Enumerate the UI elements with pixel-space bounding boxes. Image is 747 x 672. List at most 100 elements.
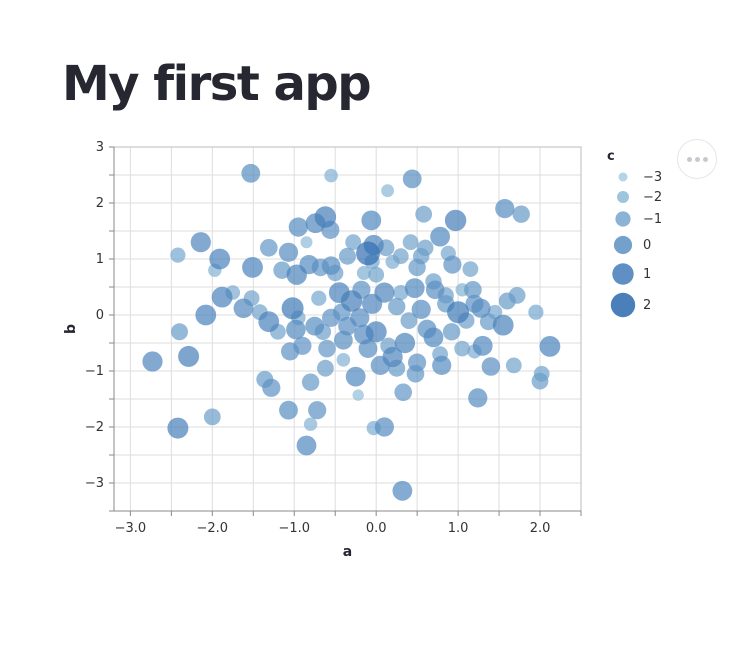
scatter-point[interactable] (142, 351, 163, 372)
scatter-point[interactable] (402, 169, 422, 189)
scatter-point[interactable] (381, 184, 394, 198)
scatter-point[interactable] (400, 312, 418, 329)
scatter-point[interactable] (388, 297, 406, 316)
scatter-point[interactable] (402, 234, 419, 251)
scatter-point[interactable] (423, 327, 444, 348)
scatter-point[interactable] (211, 286, 233, 308)
scatter-point[interactable] (374, 417, 394, 437)
scatter-point[interactable] (322, 308, 341, 327)
scatter-point[interactable] (539, 336, 561, 357)
scatter-point[interactable] (415, 205, 433, 223)
x-tick-label: 0.0 (366, 521, 387, 536)
scatter-point[interactable] (432, 355, 452, 375)
scatter-point[interactable] (408, 353, 427, 372)
scatter-point[interactable] (368, 266, 385, 283)
scatter-point[interactable] (505, 357, 522, 374)
scatter-point[interactable] (273, 261, 291, 279)
scatter-point[interactable] (528, 304, 544, 320)
scatter-point[interactable] (336, 353, 351, 367)
scatter-point[interactable] (293, 336, 312, 355)
chart-menu-button[interactable] (677, 139, 717, 179)
scatter-point[interactable] (262, 378, 281, 397)
scatter-point[interactable] (279, 400, 298, 420)
scatter-point[interactable] (321, 256, 341, 276)
scatter-point[interactable] (203, 408, 221, 426)
scatter-point[interactable] (278, 242, 299, 262)
scatter-point[interactable] (462, 261, 479, 277)
scatter-point[interactable] (167, 417, 189, 439)
scatter-point[interactable] (444, 209, 467, 232)
scatter-point[interactable] (492, 314, 514, 336)
scatter-point[interactable] (314, 206, 337, 228)
x-tick-label: −1.0 (278, 521, 310, 536)
y-tick-label: −2 (85, 420, 104, 435)
scatter-point[interactable] (393, 285, 409, 301)
scatter-point[interactable] (394, 332, 416, 354)
scatter-point[interactable] (430, 226, 450, 247)
scatter-point[interactable] (286, 264, 307, 285)
scatter-point[interactable] (281, 297, 304, 320)
scatter-point[interactable] (512, 205, 530, 223)
scatter-point[interactable] (171, 323, 188, 341)
data-points[interactable] (142, 163, 561, 501)
scatter-point[interactable] (260, 239, 278, 257)
scatter-point[interactable] (443, 255, 462, 274)
scatter-point[interactable] (442, 323, 461, 341)
scatter-point[interactable] (531, 372, 549, 390)
scatter-point[interactable] (288, 217, 308, 237)
scatter-point[interactable] (356, 266, 371, 280)
scatter-point[interactable] (317, 359, 334, 377)
scatter-point[interactable] (392, 248, 409, 265)
scatter-point[interactable] (242, 257, 263, 278)
scatter-point[interactable] (481, 357, 501, 376)
scatter-point[interactable] (472, 335, 493, 356)
scatter-point[interactable] (324, 168, 338, 183)
scatter-point[interactable] (464, 281, 482, 299)
scatter-point[interactable] (404, 278, 425, 298)
scatter-point[interactable] (447, 301, 470, 324)
scatter-point[interactable] (296, 435, 317, 456)
scatter-point[interactable] (394, 383, 413, 402)
x-tick-label: −3.0 (115, 521, 147, 536)
scatter-point[interactable] (495, 199, 515, 219)
scatter-point[interactable] (318, 339, 336, 358)
scatter-point[interactable] (365, 321, 387, 343)
scatter-point[interactable] (350, 308, 370, 328)
scatter-point[interactable] (195, 304, 217, 326)
scatter-point[interactable] (340, 290, 363, 312)
scatter-point[interactable] (345, 234, 362, 251)
scatter-point[interactable] (345, 366, 366, 387)
scatter-point[interactable] (241, 163, 261, 183)
scatter-point[interactable] (382, 346, 403, 368)
scatter-point[interactable] (356, 241, 380, 266)
scatter-point[interactable] (178, 345, 200, 367)
scatter-point[interactable] (471, 298, 491, 318)
scatter-point[interactable] (408, 258, 426, 277)
scatter-point[interactable] (233, 298, 254, 319)
scatter-point[interactable] (258, 311, 280, 333)
scatter-point[interactable] (352, 389, 364, 401)
scatter-point[interactable] (300, 236, 313, 249)
scatter-point[interactable] (339, 247, 356, 265)
scatter-point[interactable] (411, 299, 431, 319)
scatter-point[interactable] (303, 417, 318, 431)
scatter-point[interactable] (498, 292, 516, 310)
scatter-point[interactable] (308, 401, 327, 420)
scatter-point[interactable] (209, 248, 231, 270)
legend-label: 2 (643, 298, 651, 313)
scatter-point[interactable] (305, 316, 325, 336)
scatter-point[interactable] (479, 313, 497, 331)
scatter-point[interactable] (311, 290, 327, 306)
scatter-point[interactable] (190, 232, 211, 253)
scatter-point[interactable] (468, 388, 488, 408)
scatter-point[interactable] (170, 247, 186, 263)
scatter-point[interactable] (454, 340, 471, 357)
scatter-point[interactable] (301, 373, 320, 391)
scatter-point[interactable] (361, 210, 382, 231)
scatter-point[interactable] (392, 480, 413, 501)
scatter-point[interactable] (286, 319, 306, 340)
scatter-point[interactable] (334, 330, 353, 350)
scatter-point[interactable] (374, 282, 395, 303)
scatter-point[interactable] (425, 280, 445, 300)
